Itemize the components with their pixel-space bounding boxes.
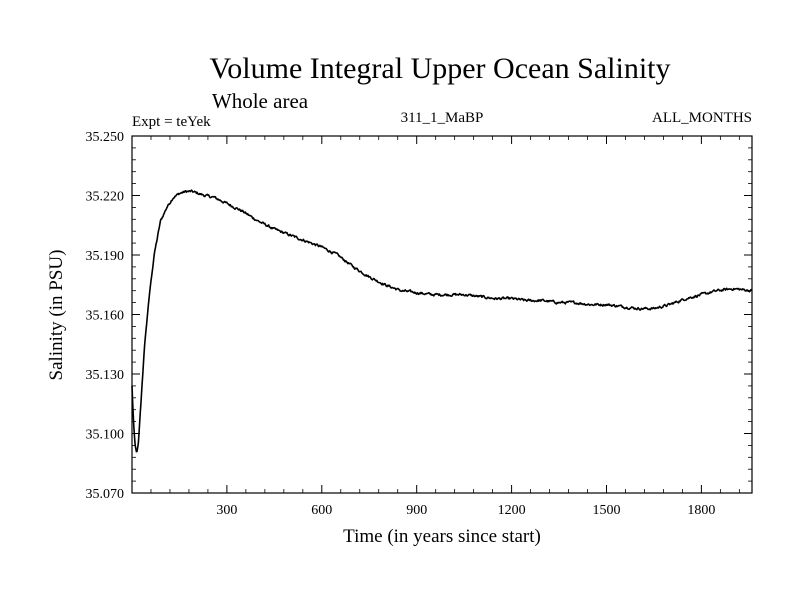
- x-tick-label: 300: [216, 503, 237, 518]
- y-tick-label: 35.130: [86, 368, 125, 383]
- y-axis: 35.070 35.100 35.130 35.160 35.190 35.220 35.2…: [86, 130, 752, 502]
- y-tick-label: 35.250: [86, 130, 125, 145]
- x-tick-label: 1200: [498, 503, 526, 518]
- x-axis: 300 600 900 1200 1500 1800: [216, 136, 715, 518]
- experiment-label: Expt = teYek: [132, 114, 211, 130]
- period-label: ALL_MONTHS: [652, 110, 752, 126]
- minor-ticks: [132, 136, 752, 493]
- x-tick-label: 900: [406, 503, 427, 518]
- series-line-salinity: [131, 189, 753, 453]
- x-tick-label: 1800: [687, 503, 715, 518]
- y-tick-label: 35.070: [86, 487, 125, 502]
- y-tick-label: 35.220: [86, 190, 125, 205]
- y-axis-label: Salinity (in PSU): [46, 250, 67, 381]
- x-tick-label: 600: [311, 503, 332, 518]
- x-tick-label: 1500: [592, 503, 620, 518]
- x-axis-label: Time (in years since start): [343, 526, 541, 547]
- plot-frame: [131, 135, 753, 494]
- run-label: 311_1_MaBP: [401, 110, 484, 126]
- chart-title: Volume Integral Upper Ocean Salinity: [210, 52, 671, 85]
- y-tick-label: 35.190: [86, 249, 125, 264]
- y-tick-label: 35.160: [86, 309, 125, 324]
- chart-subtitle: Whole area: [212, 89, 309, 113]
- y-tick-label: 35.100: [86, 428, 125, 443]
